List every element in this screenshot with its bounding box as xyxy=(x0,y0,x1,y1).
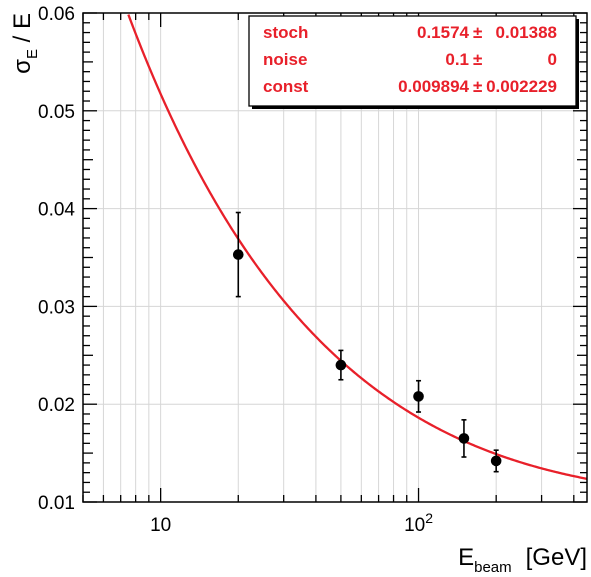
y-tick-label: 0.04 xyxy=(38,200,75,221)
stats-row-value: 0.009894 xyxy=(398,77,469,96)
y-tick-label: 0.03 xyxy=(38,297,75,318)
fit-curve-group xyxy=(127,14,588,480)
stats-row-pm: ± xyxy=(473,77,482,96)
x-tick-label: 102 xyxy=(404,510,433,536)
stats-row-error: 0.002229 xyxy=(486,77,557,96)
stats-row-name: stoch xyxy=(263,23,308,42)
stats-row-name: const xyxy=(263,77,309,96)
y-tick-labels: 0.01 0.02 0.03 0.04 0.05 0.06 xyxy=(38,4,75,514)
y-axis-label-rest: / E xyxy=(9,13,36,49)
x-axis-label: Ebeam [GeV] xyxy=(458,544,587,576)
stats-row-value: 0.1 xyxy=(445,50,469,69)
data-point xyxy=(413,391,424,402)
stats-row-error: 0.01388 xyxy=(496,23,557,42)
y-axis-label: σE / E xyxy=(9,13,41,74)
y-tick-label: 0.01 xyxy=(38,493,75,514)
x-tick-label-base: 10 xyxy=(150,515,171,536)
y-axis-label-sub: E xyxy=(24,49,41,59)
stats-box-frame xyxy=(248,15,577,107)
x-axis-label-unit: [GeV] xyxy=(526,544,587,571)
y-tick-label: 0.06 xyxy=(38,4,75,25)
x-tick-label-base: 10 xyxy=(404,515,425,536)
x-axis-label-sub: beam xyxy=(474,559,512,576)
data-point xyxy=(490,455,502,467)
data-point xyxy=(232,249,244,260)
stats-row-name: noise xyxy=(263,50,307,69)
stats-row-value: 0.1574 xyxy=(417,23,470,42)
y-tick-label: 0.05 xyxy=(38,102,75,123)
data-point xyxy=(458,433,470,444)
data-points xyxy=(232,211,502,473)
y-axis-label-main: σ xyxy=(9,59,36,74)
stats-row-error: 0 xyxy=(548,50,557,69)
stats-row-pm: ± xyxy=(473,50,482,69)
x-tick-label: 10 xyxy=(150,515,171,536)
fit-curve xyxy=(127,14,588,480)
x-axis-label-main: E xyxy=(458,544,474,571)
stats-row-pm: ± xyxy=(473,23,482,42)
x-tick-labels: 10 102 xyxy=(150,510,433,536)
x-tick-label-exp: 2 xyxy=(425,510,433,526)
y-tick-label: 0.02 xyxy=(38,395,75,416)
data-point xyxy=(335,359,347,371)
